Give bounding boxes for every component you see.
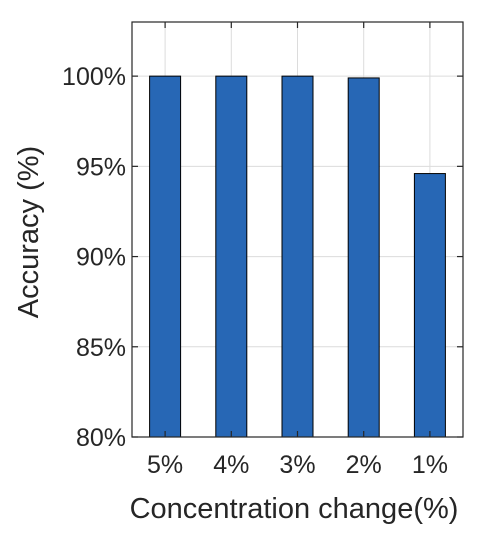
y-tick-label: 85% <box>76 334 126 362</box>
x-tick-label: 2% <box>346 451 382 479</box>
bar-4pct <box>215 75 248 438</box>
x-tick-label: 4% <box>213 451 249 479</box>
x-tick-label: 5% <box>147 451 183 479</box>
y-tick-label: 80% <box>76 424 126 452</box>
bar-3pct <box>281 75 314 438</box>
y-axis-label: Accuracy (%) <box>13 146 45 318</box>
x-tick-label: 1% <box>412 451 448 479</box>
x-tick-label: 3% <box>279 451 315 479</box>
bar-2pct <box>347 77 380 438</box>
y-tick-label: 90% <box>76 244 126 272</box>
y-tick-label: 95% <box>76 153 126 181</box>
tick-labels-layer: 80% 85% 90% 95% 100% 5% 4% 3% 2% 1% <box>62 63 448 479</box>
x-axis-label: Concentration change(%) <box>130 493 459 525</box>
y-tick-label: 100% <box>62 63 126 91</box>
bar-1pct <box>413 173 446 438</box>
axes-layer <box>131 21 464 438</box>
bar-5pct <box>149 75 182 438</box>
